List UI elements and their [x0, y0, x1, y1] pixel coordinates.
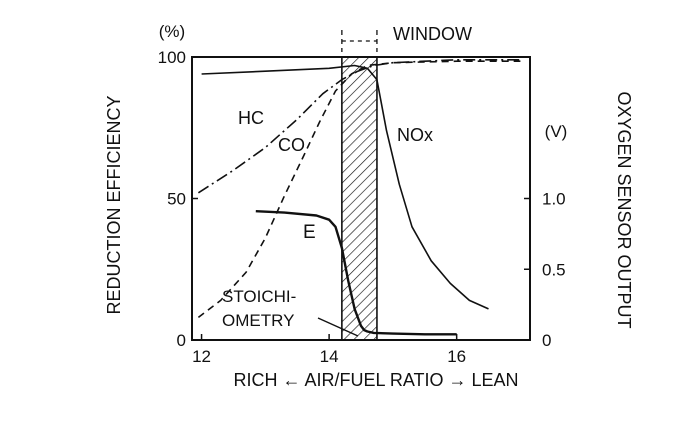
- y2-tick-label: 1.0: [542, 190, 566, 209]
- y2-axis-title: OXYGEN SENSOR OUTPUT: [614, 91, 634, 328]
- window-label: WINDOW: [393, 24, 472, 44]
- series-line-nox: [201, 64, 489, 310]
- series-label-nox: NOx: [397, 125, 433, 145]
- stoichiometry-pointer: [317, 317, 359, 337]
- series-label-co: CO: [278, 135, 305, 155]
- stoichiometry-label-line1: STOICHI-: [222, 287, 296, 306]
- series-label-e: E: [303, 222, 316, 243]
- x-tick-label: 14: [320, 347, 339, 366]
- x-tick-label: 12: [192, 347, 211, 366]
- y2-tick-label: 0.5: [542, 260, 566, 279]
- series-line-co: [197, 60, 521, 319]
- x-axis-title: RICH ← AIR/FUEL RATIO → LEAN: [233, 370, 518, 390]
- y2-tick-label: 0: [542, 331, 551, 350]
- window-band: [341, 56, 378, 341]
- y-tick-label: 100: [158, 48, 186, 67]
- series-label-hc: HC: [238, 108, 264, 128]
- x-tick-label: 16: [447, 347, 466, 366]
- y-axis-title: REDUCTION EFFICIENCY: [104, 95, 124, 314]
- series-line-hc: [197, 59, 521, 194]
- y-unit-label: (%): [159, 22, 185, 41]
- series-line-e: [255, 210, 457, 336]
- y2-unit-label: (V): [545, 122, 568, 141]
- stoichiometry-label-line2: OMETRY: [222, 311, 294, 330]
- y-tick-label: 50: [167, 190, 186, 209]
- y-tick-label: 0: [177, 331, 186, 350]
